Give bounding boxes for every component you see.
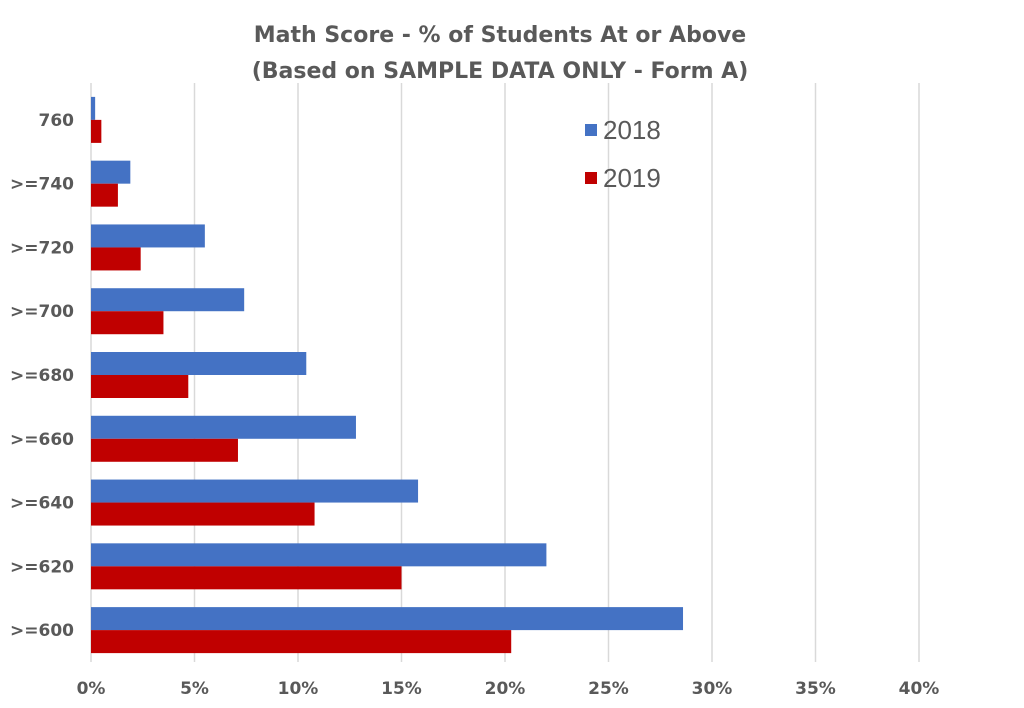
bar-2018->=640 — [91, 479, 419, 503]
x-axis-labels: 0% 5% 10% 15% 20% 25% 30% 35% 40% — [77, 679, 940, 699]
bar-2019->=720 — [91, 247, 141, 271]
bar-2019->=620 — [91, 566, 402, 590]
bar-2018->=620 — [91, 543, 547, 567]
y-tick-label: >=620 — [10, 557, 74, 577]
bar-2019->=700 — [91, 311, 164, 335]
x-tick-label: 10% — [278, 679, 319, 699]
bar-2018->=700 — [91, 288, 245, 312]
y-tick-label: >=600 — [10, 621, 74, 641]
legend-label: 2019 — [603, 163, 661, 193]
bar-2019->=660 — [91, 438, 238, 462]
y-tick-label: >=720 — [10, 238, 74, 258]
y-tick-label: >=660 — [10, 430, 74, 450]
y-axis-labels: 760 >=740 >=720 >=700 >=680 >=660 >=640 >=620 >=… — [10, 111, 74, 641]
bar-2019->=600 — [91, 630, 512, 654]
x-tick-label: 20% — [485, 679, 526, 699]
x-tick-label: 15% — [381, 679, 422, 699]
y-tick-label: >=700 — [10, 302, 74, 322]
x-tick-label: 0% — [77, 679, 106, 699]
bar-2019->=680 — [91, 375, 189, 398]
bar-2019->=740 — [91, 183, 118, 207]
bar-2018->=680 — [91, 352, 307, 375]
legend-swatch-2018 — [585, 124, 597, 136]
x-tick-label: 5% — [180, 679, 209, 699]
x-tick-label: 25% — [588, 679, 629, 699]
x-tick-label: 30% — [692, 679, 733, 699]
y-tick-label: >=740 — [10, 175, 74, 195]
y-tick-label: >=680 — [10, 366, 74, 386]
bar-2019-760 — [91, 119, 102, 143]
x-tick-label: 40% — [899, 679, 940, 699]
bar-2018->=660 — [91, 415, 356, 439]
y-tick-label: >=640 — [10, 494, 74, 514]
legend-label: 2018 — [603, 115, 661, 145]
x-tick-label: 35% — [795, 679, 836, 699]
chart-title: Math Score - % of Students At or Above — [254, 23, 746, 48]
legend: 2018 2019 — [585, 115, 661, 193]
chart-subtitle: (Based on SAMPLE DATA ONLY - Form A) — [252, 59, 749, 84]
bar-2018->=720 — [91, 224, 205, 248]
bars — [91, 96, 684, 654]
bar-2018->=740 — [91, 160, 131, 184]
legend-swatch-2019 — [585, 172, 597, 184]
bar-2019->=640 — [91, 502, 315, 526]
gridlines — [90, 83, 920, 662]
bar-2018->=600 — [91, 607, 684, 631]
bar-2018-760 — [91, 96, 96, 120]
y-tick-label: 760 — [39, 111, 75, 131]
